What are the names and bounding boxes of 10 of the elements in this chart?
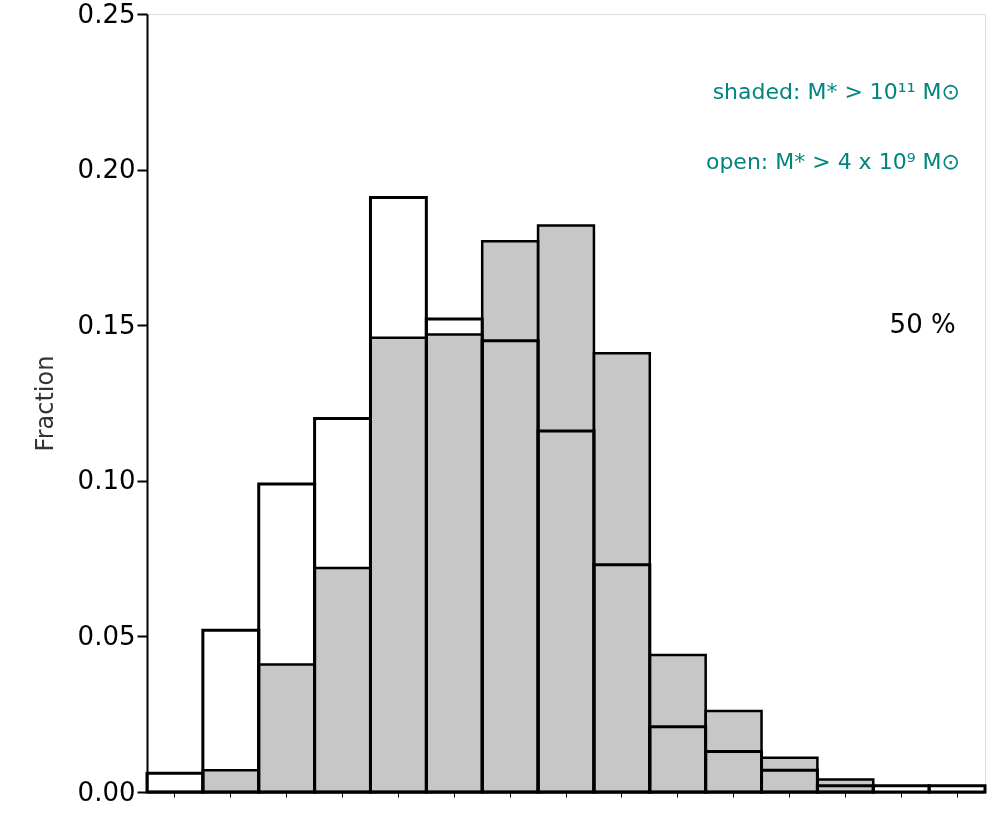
y-tick-label: 0.00 bbox=[77, 776, 136, 807]
annotation: shaded: M* > 10¹¹ M⊙ bbox=[712, 78, 960, 104]
y-tick-label: 0.05 bbox=[77, 620, 136, 651]
y-tick-label: 0.25 bbox=[77, 0, 136, 29]
y-tick-label: 0.20 bbox=[77, 154, 136, 185]
annotation: open: M* > 4 x 10⁹ M⊙ bbox=[705, 148, 960, 174]
y-tick-label: 0.15 bbox=[77, 309, 136, 340]
y-axis-title: Fraction bbox=[30, 355, 59, 452]
annotation: 50 % bbox=[889, 309, 956, 340]
y-tick-label: 0.10 bbox=[77, 465, 136, 496]
